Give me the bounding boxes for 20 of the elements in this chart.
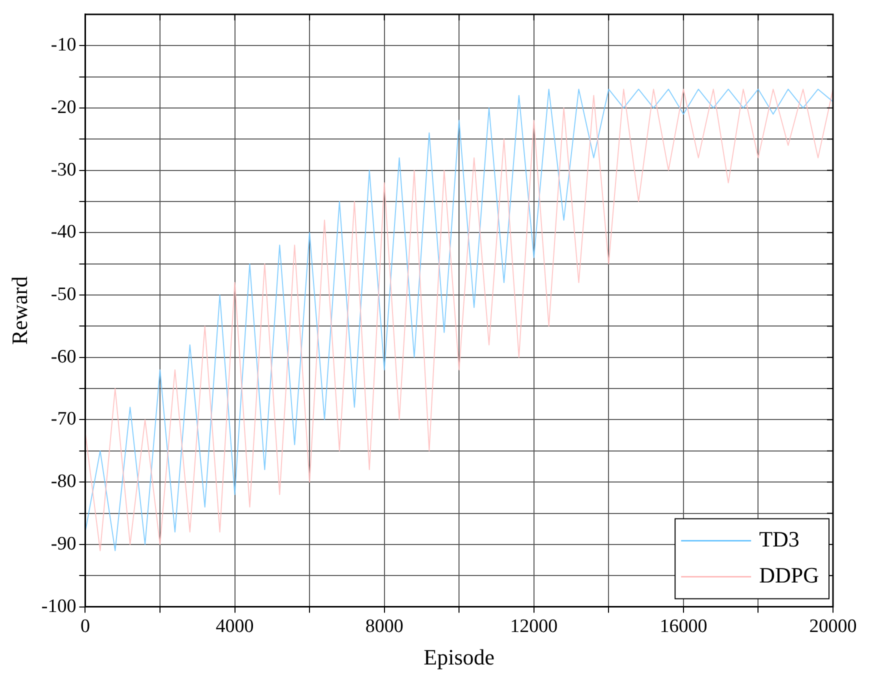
y-tick-label: -10	[50, 34, 76, 56]
x-tick-label: 0	[80, 616, 90, 638]
x-tick-label: 4000	[216, 616, 254, 638]
x-tick-label: 16000	[660, 616, 708, 638]
y-tick-label: -40	[50, 222, 76, 243]
x-tick-label: 20000	[809, 616, 857, 638]
legend-label: DDPG	[759, 562, 820, 588]
x-tick-label: 8000	[365, 616, 404, 638]
y-tick-label: -60	[50, 346, 76, 368]
x-tick-label: 12000	[510, 616, 558, 638]
y-tick-label: -90	[50, 533, 76, 554]
y-tick-label: -20	[50, 96, 76, 118]
y-tick-label: -30	[50, 159, 76, 180]
y-tick-label: -70	[50, 408, 76, 430]
legend-label: TD3	[759, 526, 800, 552]
y-tick-label: -80	[50, 471, 76, 492]
y-axis-title: Reward	[6, 276, 32, 345]
y-tick-label: -100	[41, 596, 76, 617]
y-tick-label: -50	[50, 284, 76, 305]
x-axis-title: Episode	[424, 644, 495, 670]
